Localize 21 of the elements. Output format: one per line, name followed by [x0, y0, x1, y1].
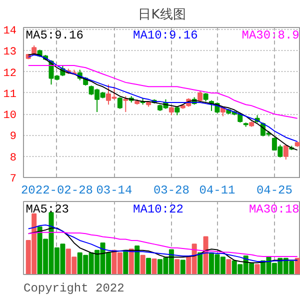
text: MA10:22 [133, 202, 184, 216]
x-tick-label: 04-11 [199, 184, 236, 198]
series-label: MA5:23 [26, 202, 70, 216]
series-label: MA5:9.16 [26, 28, 84, 42]
x-tick-label: 04-25 [256, 184, 292, 198]
y-tick-label: 8 [10, 152, 17, 164]
chart-title: 日K线图 [138, 8, 186, 22]
y-tick-label: 11 [3, 88, 17, 101]
y-tick-label: 7 [10, 174, 17, 186]
y-tick-label: 9 [10, 131, 17, 144]
y-tick-label: 12 [3, 68, 16, 80]
text: MA10:9.16 [133, 28, 198, 42]
text: Copyright 2022 [24, 282, 124, 296]
x-tick-label: 03-14 [96, 184, 132, 198]
x-tick-label: 2022-02-28 [20, 184, 93, 198]
text: MA30:8.9 [242, 28, 300, 42]
y-tick-label: 13 [3, 46, 16, 59]
text: MA30:18 [248, 202, 300, 216]
y-tick-label: 14 [3, 26, 17, 38]
x-tick-label: 03-28 [153, 184, 190, 198]
y-tick-label: 10 [3, 110, 16, 122]
